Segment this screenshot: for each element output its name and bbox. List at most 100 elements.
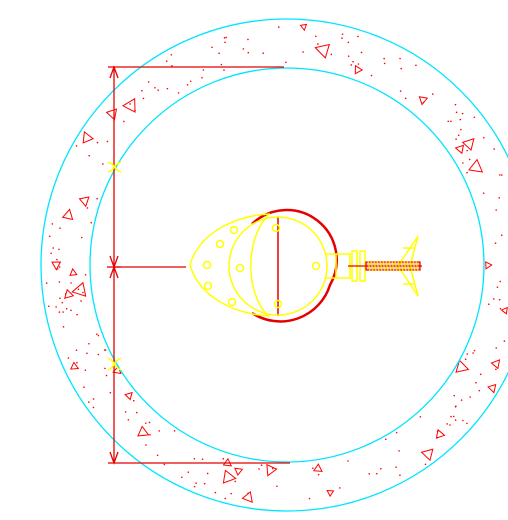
- aggregate-dot: [271, 467, 274, 470]
- aggregate-dot: [466, 422, 468, 425]
- aggregate-dot: [105, 374, 108, 377]
- aggregate-triangle: [354, 64, 364, 75]
- aggregate-dot: [224, 41, 226, 44]
- aggregate-dot: [58, 266, 61, 268]
- aggregate-dot: [75, 145, 78, 147]
- aggregate-dot: [247, 51, 250, 54]
- aggregate-triangle: [461, 137, 475, 152]
- aggregate-dot: [449, 424, 451, 426]
- aggregate-triangle: [485, 261, 493, 270]
- thread-tick: [379, 260, 383, 272]
- concrete-aggregate-hatch: [45, 23, 508, 504]
- aggregate-dot: [317, 473, 320, 476]
- aggregate-dot: [493, 298, 495, 300]
- aggregate-dot: [230, 492, 232, 495]
- aggregate-dot: [195, 482, 197, 485]
- aggregate-dot: [436, 436, 439, 439]
- aggregate-dot: [312, 467, 314, 469]
- dimension-lines: [107, 65, 290, 465]
- aggregate-dot: [92, 406, 95, 409]
- aggregate-triangle: [61, 208, 74, 221]
- aggregate-dot: [315, 35, 317, 38]
- bolt-hole: [311, 261, 321, 271]
- bolt-hole: [271, 223, 281, 233]
- aggregate-dot: [147, 81, 150, 83]
- aggregate-triangle: [222, 469, 237, 484]
- aggregate-dot: [70, 282, 72, 284]
- thread-tick: [376, 260, 380, 272]
- aggregate-dot: [399, 474, 401, 476]
- aggregate-dot: [357, 63, 360, 65]
- aggregate-dot: [347, 41, 350, 44]
- aggregate-dot: [97, 353, 100, 356]
- aggregate-triangle: [418, 96, 429, 106]
- aggregate-dot: [247, 38, 249, 41]
- aggregate-dot: [96, 333, 98, 335]
- aggregate-dot: [61, 301, 64, 304]
- aggregate-dot: [158, 430, 161, 432]
- aggregate-dot: [464, 358, 467, 360]
- aggregate-dot: [214, 491, 217, 494]
- aggregate-triangle: [137, 425, 150, 437]
- aggregate-dot: [92, 398, 95, 400]
- bolt-hole: [229, 225, 239, 235]
- aggregate-dot: [462, 162, 464, 164]
- center-arrow-down: [109, 265, 119, 279]
- aggregate-dot: [452, 415, 455, 418]
- aggregate-dot: [206, 472, 209, 475]
- aggregate-triangle: [105, 108, 118, 121]
- aggregate-dot: [76, 361, 78, 364]
- aggregate-dot: [495, 347, 498, 349]
- aggregate-dot: [96, 197, 98, 200]
- aggregate-dot: [51, 223, 54, 225]
- thread-tick: [373, 260, 377, 272]
- aggregate-dot: [193, 485, 196, 488]
- aggregate-triangle: [266, 463, 278, 477]
- aggregate-triangle: [121, 97, 136, 113]
- aggregate-dot: [211, 46, 213, 49]
- aggregate-dot: [48, 235, 51, 238]
- aggregate-dot: [494, 242, 497, 244]
- inner-wall-circle: [89, 67, 485, 463]
- bottom-arrow: [109, 451, 119, 465]
- aggregate-dot: [62, 311, 64, 313]
- aggregate-dot: [376, 472, 378, 475]
- aggregate-dot: [88, 154, 91, 157]
- aggregate-dot: [500, 234, 503, 236]
- thread-tick: [382, 260, 386, 272]
- aggregate-triangle: [500, 306, 508, 315]
- aggregate-dot: [447, 120, 450, 123]
- aggregate-triangle: [64, 288, 75, 299]
- aggregate-triangle: [435, 428, 446, 439]
- aggregate-dot: [170, 53, 173, 56]
- aggregate-dot: [58, 311, 61, 313]
- aggregate-dot: [308, 497, 311, 500]
- bolt-hole: [202, 260, 212, 270]
- aggregate-dot: [469, 396, 471, 398]
- aggregate-dot: [454, 103, 457, 106]
- aggregate-dot: [102, 163, 104, 165]
- thread-tick: [367, 260, 371, 272]
- aggregate-dot: [380, 467, 382, 470]
- aggregate-dot: [47, 305, 50, 308]
- aggregate-dot: [177, 92, 180, 94]
- valve-inner-arc: [250, 214, 269, 317]
- thread-tick: [415, 260, 419, 272]
- aggregate-dot: [493, 148, 495, 150]
- aggregate-triangle: [222, 457, 233, 467]
- upper-dimension-marker: [107, 161, 115, 173]
- aggregate-dot: [149, 433, 151, 436]
- aggregate-dot: [431, 93, 434, 95]
- aggregate-dot: [222, 457, 225, 460]
- aggregate-dot: [50, 252, 52, 255]
- thread-tick: [391, 260, 395, 272]
- aggregate-dot: [86, 352, 88, 355]
- aggregate-dot: [498, 197, 501, 199]
- aggregate-dot: [399, 90, 402, 92]
- thread-tick: [409, 260, 413, 272]
- aggregate-dot: [58, 281, 61, 283]
- aggregate-triangle: [124, 391, 133, 401]
- aggregate-dot: [385, 438, 387, 441]
- aggregate-dot: [495, 209, 497, 211]
- valve-assembly: [189, 208, 422, 323]
